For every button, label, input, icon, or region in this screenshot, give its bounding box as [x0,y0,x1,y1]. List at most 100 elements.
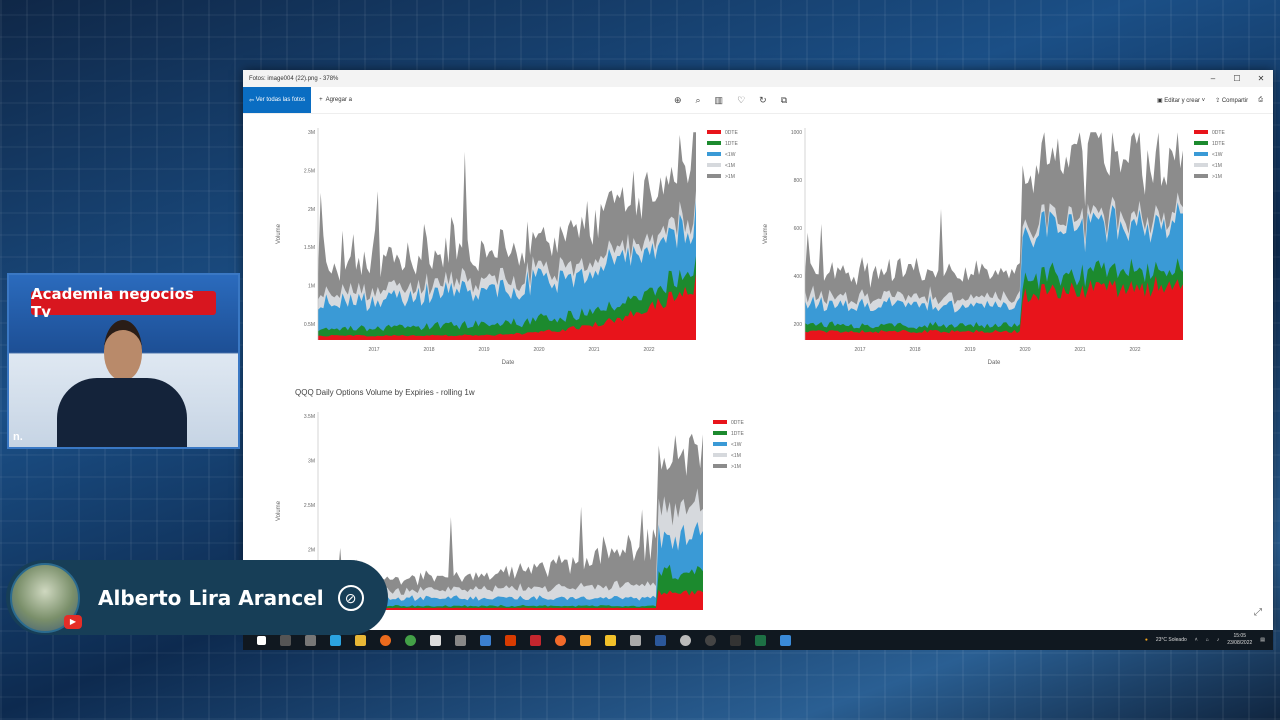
minimize-button[interactable]: – [1210,74,1216,83]
edit-create-label: Editar y crear [1164,97,1200,104]
edge-icon[interactable] [330,634,341,646]
search-icon[interactable] [280,634,291,646]
x-axis-label-2: Date [988,360,1001,366]
presenter-body [57,378,187,447]
see-all-photos-button[interactable]: ⇦ Ver todas las fotos [243,87,312,113]
see-all-photos-label: Ver todas las fotos [255,97,306,103]
weather-text[interactable]: 23°C Soleado [1155,637,1187,643]
mail-icon[interactable] [480,634,491,646]
legend-label-1-1: 1DTE [725,141,738,147]
x-tick-2-2: 2019 [964,347,975,353]
search-icon[interactable]: ⌕ [695,94,701,105]
legend-label-1-4: >1M [725,174,735,180]
task-view-icon[interactable] [305,634,316,646]
y-tick-1-0: 3M [308,130,315,136]
clock-time: 15:05 [1233,633,1246,639]
y-tick-1-2: 2M [308,207,315,213]
terminal-icon[interactable] [730,634,741,646]
legend-swatch-3-3 [713,453,727,457]
area-series-2-0 [805,275,1183,340]
legend-swatch-3-0 [713,420,727,424]
legend-swatch-2-1 [1194,141,1208,145]
x-tick-2-4: 2021 [1074,347,1085,353]
camera-icon[interactable] [630,634,641,646]
excel-icon[interactable] [755,634,766,646]
print-icon[interactable]: ⎙ [1258,96,1263,103]
crop-icon[interactable]: ⧉ [780,94,788,105]
y-axis-label-3: Volume [276,500,282,521]
share-label: Compartir [1221,97,1249,104]
chevron-up-icon[interactable]: ˄ [1194,637,1198,643]
y-tick-1-5: 0.5M [304,322,315,328]
area-series-1-1 [318,256,696,340]
y-tick-3-2: 2.5M [304,503,315,509]
favorite-icon[interactable]: ♡ [737,94,746,105]
office-icon[interactable] [505,634,516,646]
zoom-in-icon[interactable]: ⊕ [673,94,682,105]
presenter-avatar: ▶ [10,562,82,633]
share-button[interactable]: ⇪ Compartir [1215,97,1248,104]
legend-label-3-2: <1W [731,442,742,448]
weather-icon: ● [1144,637,1148,643]
x-tick-2-3: 2020 [1019,347,1030,353]
network-icon[interactable]: ⌂ [1205,637,1209,643]
y-tick-3-0: 3.5M [304,414,315,420]
toolbar-right: ▣ Editar y crear ˅ ⇪ Compartir ⎙ [1157,97,1273,104]
legend-label-2-3: <1M [1212,163,1222,169]
legend-label-2-2: <1W [1212,152,1223,158]
clock[interactable]: 15:05 23/08/2022 [1227,633,1252,647]
area-series-1-0 [318,273,696,340]
chrome-icon[interactable] [405,634,416,646]
notifications-icon[interactable]: ▤ [1260,637,1265,643]
x-tick-1-4: 2021 [588,347,599,353]
drive-icon[interactable] [605,634,616,646]
youtube-icon: ▶ [64,614,82,629]
start-icon[interactable] [257,635,266,645]
settings-icon[interactable] [680,634,691,646]
toolbar-icon-group: ⊕ ⌕ ▥ ♡ ↻ ⧉ [674,95,787,106]
y-axis-label-2: Volume [763,223,769,244]
x-tick-1-1: 2018 [423,347,434,353]
expand-icon: ⤢ [1254,607,1262,618]
x-tick-1-2: 2019 [478,347,489,353]
photos-icon[interactable] [780,634,791,646]
y-tick-2-3: 400 [794,274,803,280]
firefox-icon[interactable] [380,634,391,646]
back-arrow-icon: ⇦ [249,97,256,104]
brave-icon[interactable] [555,634,566,646]
legend-label-1-3: <1M [725,163,735,169]
area-series-1-2 [318,199,696,340]
delete-icon[interactable]: ▥ [714,94,724,105]
edit-create-button[interactable]: ▣ Editar y crear ˅ [1156,97,1206,104]
explorer-icon[interactable] [355,634,366,646]
x-tick-1-0: 2017 [368,347,379,353]
window-titlebar: Fotos: image004 (22).png - 378% – ☐ ✕ [243,70,1273,87]
x-tick-2-0: 2017 [854,347,865,353]
y-tick-3-1: 3M [308,459,315,465]
presenter-figure [47,320,197,447]
app-icon[interactable] [455,634,466,646]
rotate-icon[interactable]: ↻ [759,94,767,105]
legend-swatch-1-1 [707,141,721,145]
volume-icon[interactable]: ♪ [1216,637,1220,643]
presenter-name: Alberto Lira Arancel [98,585,324,610]
channel-title: Academia negocios Tv [31,285,216,321]
shield-icon[interactable] [580,634,591,646]
obs-icon[interactable] [705,634,716,646]
x-tick-2-5: 2022 [1129,347,1140,353]
word-icon[interactable] [655,634,666,646]
window-title: Fotos: image004 (22).png - 378% [249,75,339,82]
legend-label-2-4: >1M [1212,174,1222,180]
notepad-icon[interactable] [430,634,441,646]
maximize-button[interactable]: ☐ [1233,74,1241,83]
legend-label-2-1: 1DTE [1212,141,1225,147]
add-to-button[interactable]: + Agregar a [319,97,352,103]
legend-swatch-2-0 [1194,130,1208,134]
legend-swatch-3-2 [713,442,727,446]
y-tick-2-4: 200 [794,322,803,328]
close-button[interactable]: ✕ [1257,74,1265,83]
pdf-icon[interactable] [530,634,541,646]
windows-taskbar: ● 23°C Soleado ˄ ⌂ ♪ 15:05 23/08/2022 ▤ [243,630,1273,650]
clock-date: 23/08/2022 [1227,640,1253,646]
legend-swatch-2-3 [1194,163,1208,167]
